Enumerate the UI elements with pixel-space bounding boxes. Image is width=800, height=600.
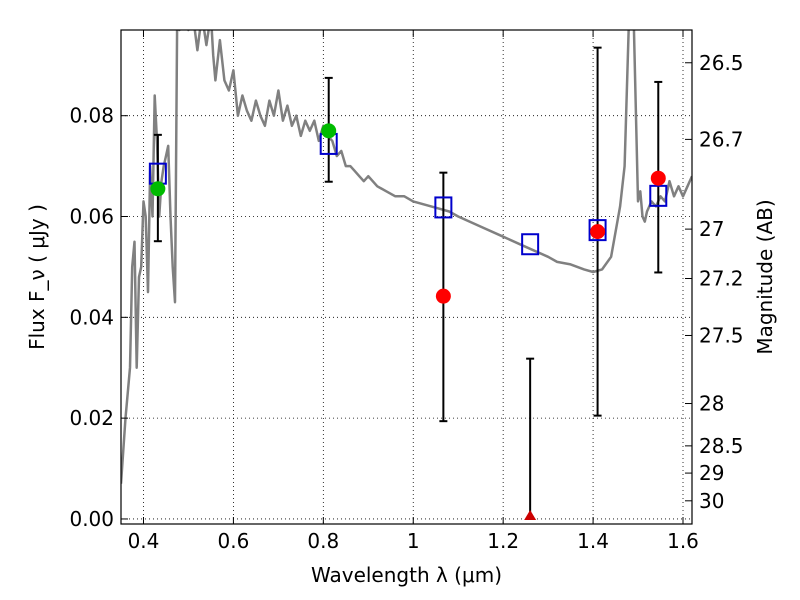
plot-frame [120,29,693,525]
x-tick-label: 0.4 [128,529,160,553]
x-tick-label: 0.6 [217,529,249,553]
right-tick-label: 28 [699,392,724,416]
x-tick-label: 1.2 [487,529,519,553]
right-axis-label: Magnitude (AB) [753,199,777,354]
model-box [521,233,540,256]
y-tick-label: 0.06 [69,205,114,229]
x-tick-label: 1 [407,529,420,553]
axis-ticks: 0.4 0.6 0.8 1 1.2 1.4 1.6 0.00 0.02 0.04 0.06 0.08 2… [69,30,744,553]
model-box [649,184,668,207]
right-tick-label: 26.5 [699,51,744,75]
red-point [650,170,666,186]
y-tick-label: 0.04 [69,305,114,329]
x-tick-label: 1.6 [667,529,699,553]
error-bars [153,46,663,520]
x-axis-label: Wavelength λ (μm) [311,563,502,587]
grid-lines [121,30,692,524]
right-tick-label: 28.5 [699,434,744,458]
model-photometry-boxes [148,132,668,256]
x-tick-label: 1.4 [577,529,609,553]
right-tick-label: 27 [699,217,724,241]
right-tick-label: 27.2 [699,267,744,291]
y-tick-label: 0.08 [69,104,114,128]
right-tick-label: 29 [699,461,724,485]
upper-limit-marker [524,509,537,520]
sed-line [121,30,692,484]
measured-points [150,123,666,520]
red-point [435,288,451,304]
sed-template-curve [121,30,692,484]
green-point [150,181,166,197]
y-tick-label: 0.00 [69,507,114,531]
red-point [590,224,606,240]
y-axis-label: Flux F_ν ( μJy ) [25,204,49,350]
model-box [434,196,453,219]
green-point [321,123,337,139]
y-tick-label: 0.02 [69,406,114,430]
right-tick-label: 30 [699,489,724,513]
right-tick-label: 26.7 [699,127,744,151]
x-tick-label: 0.8 [307,529,339,553]
right-tick-label: 27.5 [699,323,744,347]
model-box [588,219,607,242]
